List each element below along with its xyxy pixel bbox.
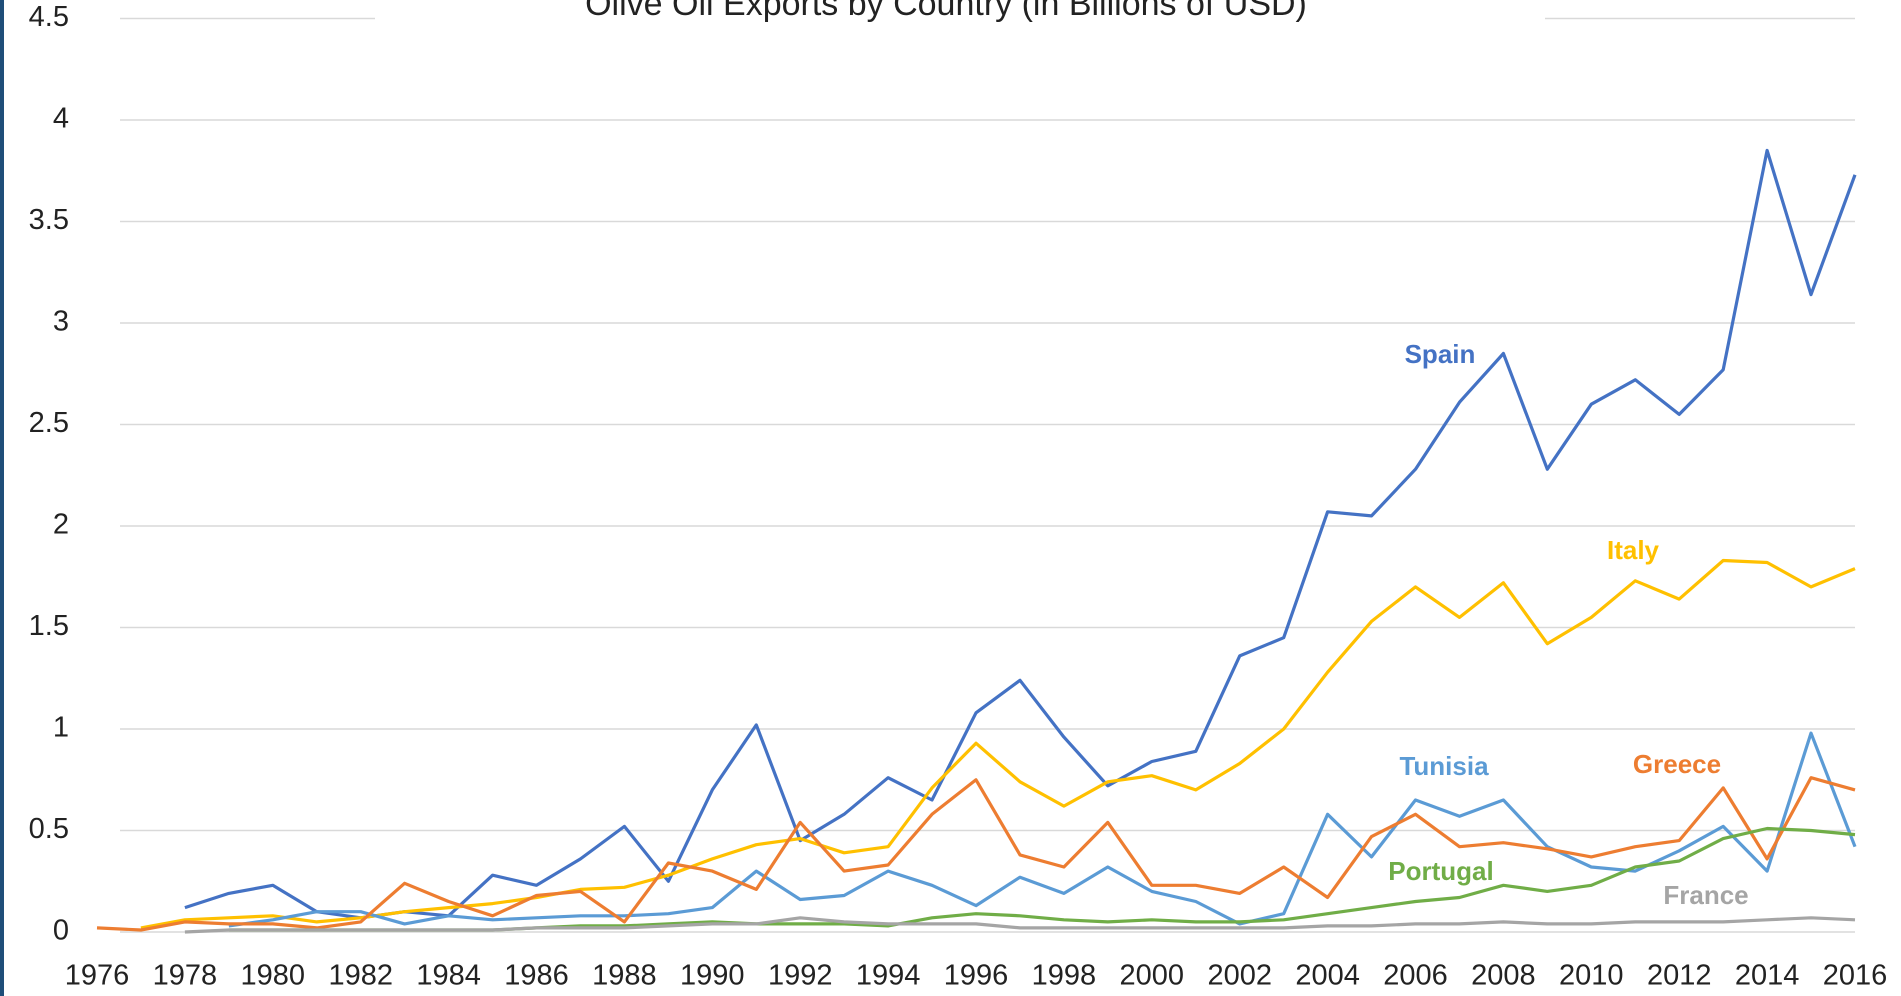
- x-tick-label: 2006: [1383, 960, 1448, 992]
- x-tick-label: 2012: [1647, 960, 1712, 992]
- series-line: [96, 776, 1856, 932]
- x-tick-label: 2010: [1559, 960, 1624, 992]
- x-tick-label: 2008: [1471, 960, 1536, 992]
- series-label: Greece: [1633, 749, 1721, 779]
- series-label: Tunisia: [1399, 751, 1489, 781]
- y-tick-label: 1.5: [29, 610, 69, 642]
- series-line: [228, 826, 1856, 932]
- x-tick-label: 1982: [328, 960, 393, 992]
- left-edge: [0, 0, 4, 996]
- x-tick-label: 2004: [1295, 960, 1360, 992]
- x-tick-label: 1978: [153, 960, 218, 992]
- x-tick-label: 2002: [1207, 960, 1272, 992]
- y-tick-label: 2: [53, 509, 69, 541]
- series-label: Spain: [1405, 339, 1476, 369]
- series-label: Portugal: [1388, 856, 1493, 886]
- y-tick-label: 0.5: [29, 813, 69, 845]
- series-line: [184, 916, 1856, 934]
- x-tick-label: 1980: [241, 960, 306, 992]
- x-tick-label: 1976: [65, 960, 130, 992]
- x-tick-label: 1990: [680, 960, 745, 992]
- y-tick-label: 3.5: [29, 204, 69, 236]
- y-tick-label: 3: [53, 306, 69, 338]
- x-tick-label: 2016: [1823, 960, 1888, 992]
- x-tick-label: 2000: [1120, 960, 1185, 992]
- y-tick-label: 2.5: [29, 407, 69, 439]
- y-tick-label: 1: [53, 712, 69, 744]
- series-line: [228, 731, 1857, 928]
- series-line: [140, 558, 1856, 930]
- x-tick-label: 1998: [1032, 960, 1097, 992]
- x-tick-label: 1984: [416, 960, 481, 992]
- y-tick-label: 4.5: [29, 1, 69, 33]
- x-tick-label: 1994: [856, 960, 921, 992]
- x-tick-label: 2014: [1735, 960, 1800, 992]
- chart-title: Olive Oil Exports by Country (in Billion…: [585, 0, 1307, 23]
- x-tick-label: 1992: [768, 960, 833, 992]
- y-tick-label: 4: [53, 103, 69, 135]
- series-line: [184, 148, 1857, 920]
- x-tick-label: 1986: [504, 960, 569, 992]
- series-label: France: [1663, 880, 1748, 910]
- x-tick-label: 1988: [592, 960, 657, 992]
- y-tick-label: 0: [53, 915, 69, 947]
- x-tick-label: 1996: [944, 960, 1009, 992]
- title-backdrop: [375, 0, 1545, 34]
- series-label: Italy: [1607, 535, 1660, 565]
